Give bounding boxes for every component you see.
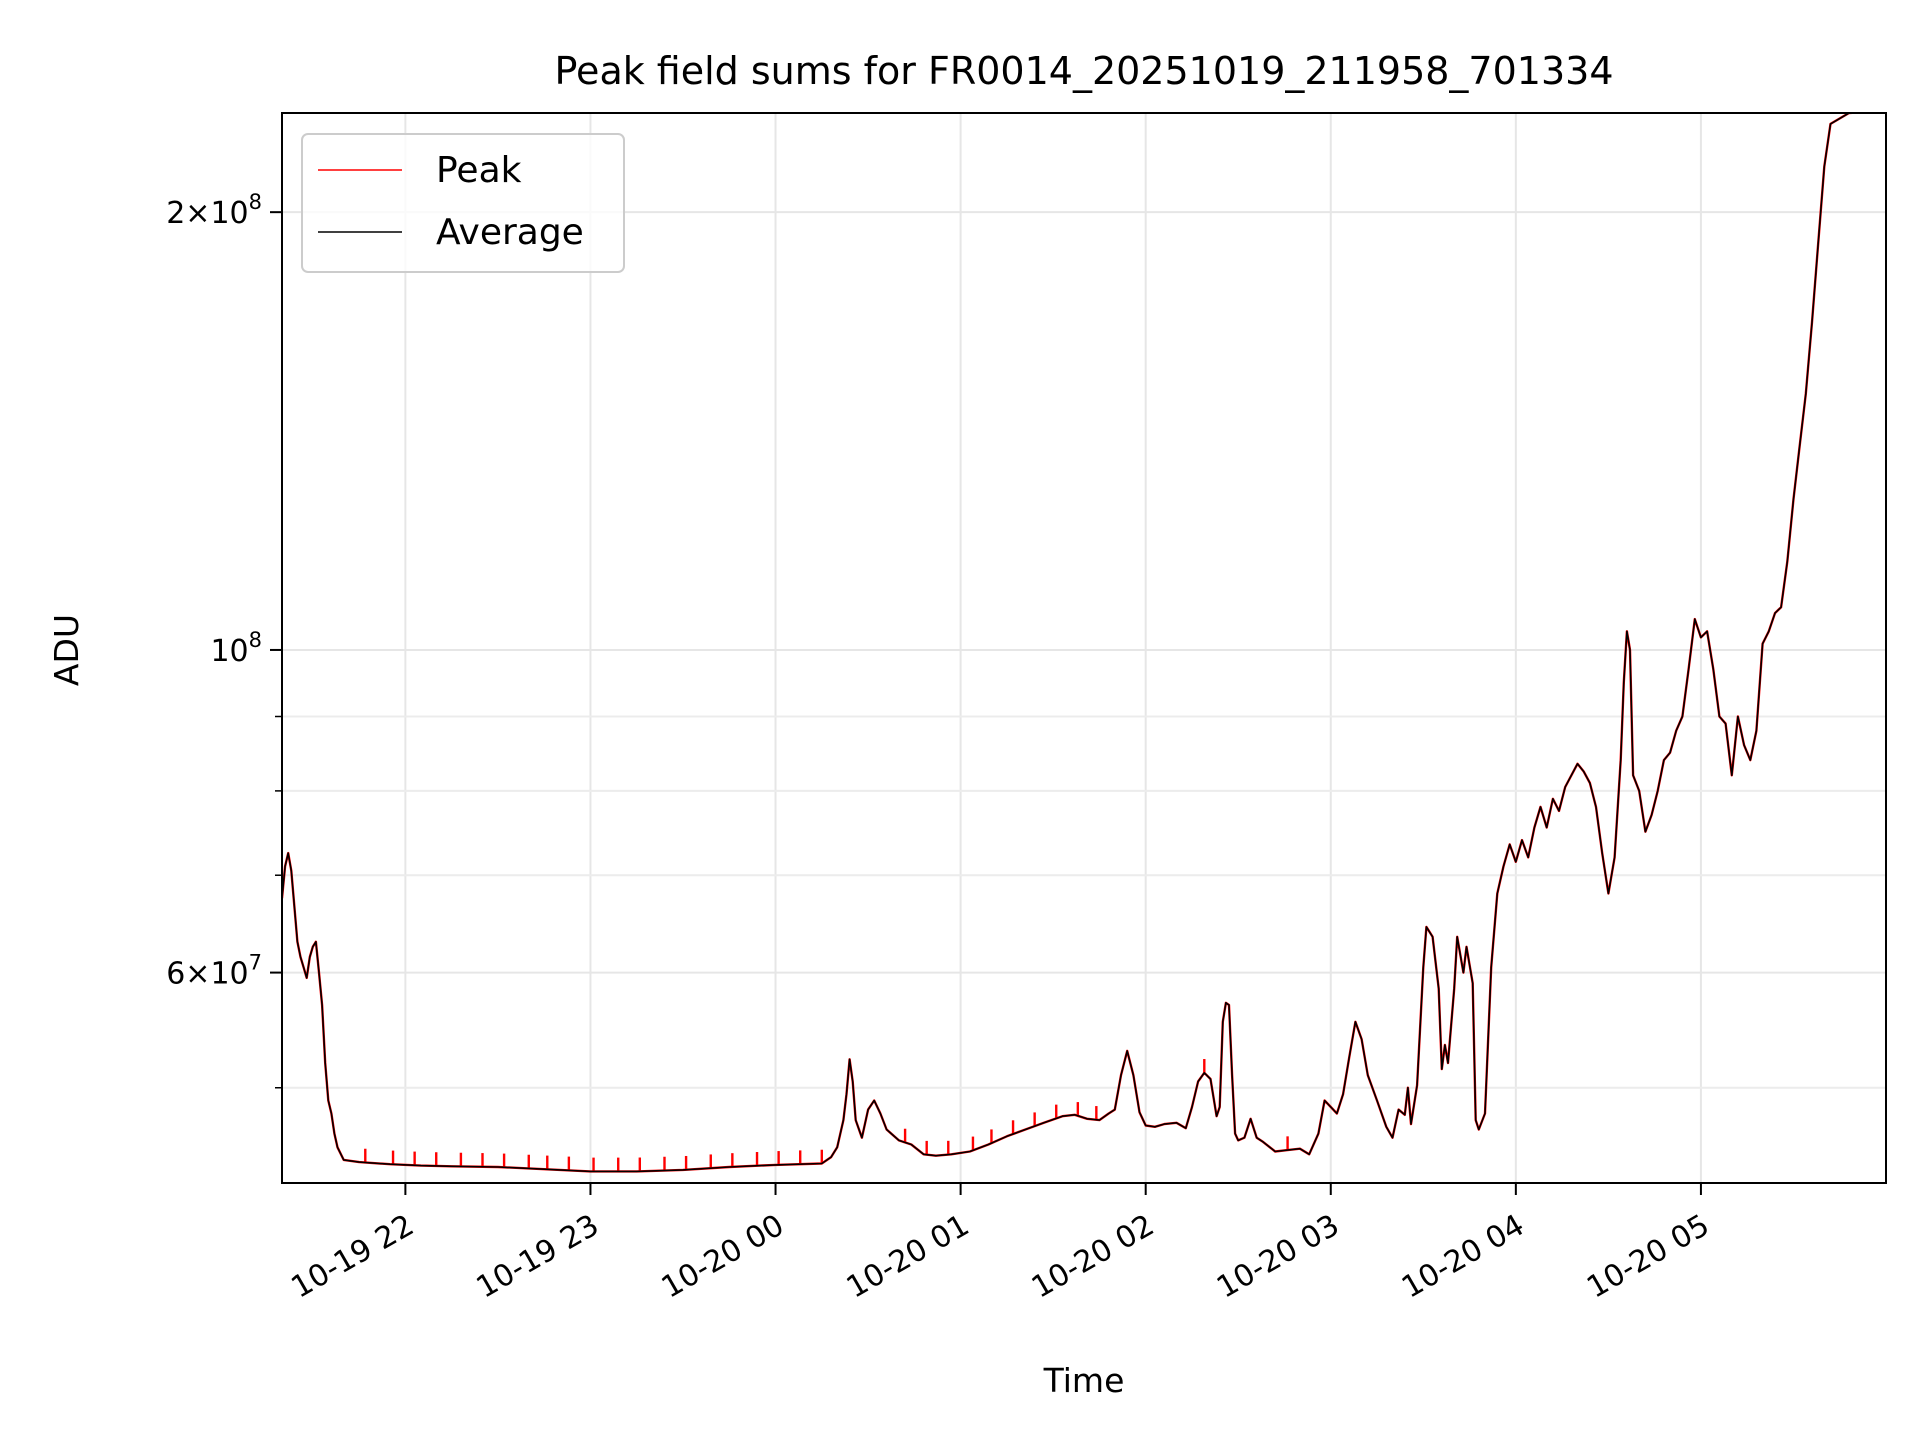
- chart-title: Peak field sums for FR0014_20251019_2119…: [555, 49, 1614, 93]
- plot-series: [282, 113, 1866, 1173]
- legend-label-average: Average: [436, 212, 584, 253]
- x-axis-label: Time: [1043, 1361, 1125, 1400]
- y-tick-label: 2×108: [166, 190, 262, 231]
- legend-label-peak: Peak: [436, 150, 522, 191]
- y-axis-ticks: 6×107 108 2×108: [166, 190, 282, 1089]
- y-tick-label: 108: [210, 628, 262, 669]
- plot-frame: [281, 112, 1887, 1184]
- legend: Peak Average: [301, 133, 625, 273]
- legend-box: [301, 133, 625, 273]
- y-tick-label: 6×107: [166, 951, 262, 992]
- series-line-average: [282, 113, 1860, 1173]
- grid: [282, 113, 1886, 1183]
- y-axis-label: ADU: [47, 614, 86, 686]
